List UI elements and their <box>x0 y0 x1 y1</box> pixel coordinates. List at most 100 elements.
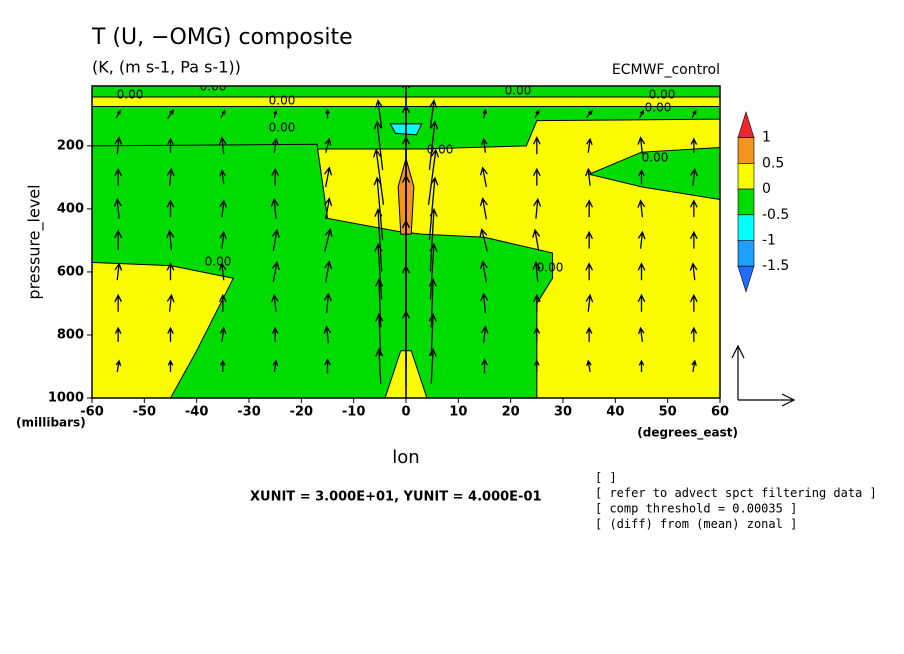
wind-vector <box>219 199 227 218</box>
chart-title: T (U, −OMG) composite <box>91 25 353 50</box>
wind-vector <box>427 148 439 205</box>
colorbar-swatch <box>737 188 755 216</box>
contour-label: 0.00 <box>645 101 672 115</box>
wind-vector <box>429 208 438 272</box>
note: [ ] <box>595 471 617 485</box>
x-tick-label: -10 <box>342 405 366 420</box>
wind-vector <box>585 109 593 119</box>
wind-vector <box>533 197 542 219</box>
plot-area: 0.000.000.000.000.00 0.000.000.000.000.00… <box>92 80 720 398</box>
wind-vector <box>166 167 175 186</box>
contour-label: 0.00 <box>269 121 296 135</box>
y-axis-title: pressure_level <box>25 184 45 299</box>
contour-label: 0.00 <box>505 84 532 98</box>
colorbar-swatch <box>737 163 755 190</box>
wind-vector <box>532 167 541 186</box>
wind-vector <box>428 312 437 356</box>
wind-vector <box>114 167 123 186</box>
colorbar-swatch <box>737 110 755 138</box>
wind-vector <box>479 166 488 188</box>
colorbar-label: 0 <box>762 181 771 197</box>
wind-vector <box>373 120 384 171</box>
wind-vector <box>586 359 592 373</box>
experiment-label: ECMWF_control <box>612 62 720 78</box>
x-tick-label: -60 <box>80 405 104 420</box>
colorbar-swatch <box>737 265 755 293</box>
x-tick-label: 50 <box>659 405 677 420</box>
wind-vector <box>532 136 541 155</box>
wind-vector <box>167 326 174 342</box>
shaded-region <box>92 143 554 398</box>
wind-vector <box>166 293 175 312</box>
wind-vector <box>639 109 645 119</box>
wind-vector <box>272 359 279 373</box>
wind-vector <box>272 137 279 153</box>
wind-vector <box>375 312 384 356</box>
wind-vector <box>428 176 439 240</box>
x-tick-label: -50 <box>133 405 157 420</box>
x-tick-label: -20 <box>290 405 314 420</box>
wind-vector <box>271 167 280 186</box>
y-tick-label: 200 <box>57 138 84 153</box>
wind-vector <box>585 230 594 249</box>
wind-vector <box>323 292 332 314</box>
wind-vector <box>428 277 437 328</box>
x-tick-label: 20 <box>502 405 520 420</box>
wind-vector <box>585 199 594 218</box>
wind-vector <box>218 136 227 155</box>
colorbar-label: -1 <box>762 233 776 249</box>
wind-vector <box>115 359 122 373</box>
y-tick-label: 800 <box>57 327 84 342</box>
wind-vector <box>638 359 645 372</box>
wind-vector <box>428 347 437 384</box>
contour-label: 0.00 <box>200 80 227 94</box>
colorbar-label: -0.5 <box>762 207 789 223</box>
wind-vector <box>480 325 489 344</box>
colorbar-swatch <box>737 137 755 164</box>
wind-vector <box>689 293 698 312</box>
wind-vector <box>401 310 411 398</box>
wind-vector <box>637 136 646 155</box>
wind-vector <box>373 176 384 240</box>
wind-vector <box>271 326 279 342</box>
x-tick-label: -30 <box>237 405 261 420</box>
wind-vector <box>323 325 332 344</box>
wind-vector <box>374 242 383 300</box>
wind-vector <box>534 359 540 372</box>
wind-vector <box>167 359 174 372</box>
x-tick-label: 0 <box>401 405 410 420</box>
wind-vector <box>270 197 279 219</box>
wind-vector <box>689 230 698 249</box>
wind-vector <box>167 137 174 153</box>
wind-vector <box>324 137 332 153</box>
wind-vector <box>375 277 384 328</box>
wind-vector <box>637 199 646 218</box>
wind-vector <box>374 208 383 272</box>
wind-vector <box>114 326 122 342</box>
wind-vector <box>586 137 593 153</box>
wind-vector <box>324 228 333 252</box>
wind-vector <box>324 358 331 374</box>
wind-vector <box>429 242 438 300</box>
wind-vector <box>324 166 333 188</box>
wind-vector <box>324 197 333 220</box>
x-axis-title: lon <box>392 447 419 468</box>
wind-vector <box>271 293 279 312</box>
x-tick-label: 60 <box>711 405 729 420</box>
wind-vector <box>429 99 438 129</box>
wind-vector <box>585 326 593 342</box>
wind-vector <box>482 108 487 119</box>
wind-vector <box>271 260 280 282</box>
wind-vector <box>166 262 175 281</box>
y-tick-label: 400 <box>57 201 84 216</box>
wind-vector <box>480 292 489 314</box>
wind-vector <box>481 358 488 374</box>
wind-vector <box>114 136 123 155</box>
wind-vector <box>532 293 541 312</box>
x-tick-label: 30 <box>554 405 572 420</box>
wind-vector <box>219 169 226 185</box>
note: [ (diff) from (mean) zonal ] <box>595 517 797 531</box>
wind-vector <box>532 228 541 251</box>
wind-vector <box>637 230 646 249</box>
